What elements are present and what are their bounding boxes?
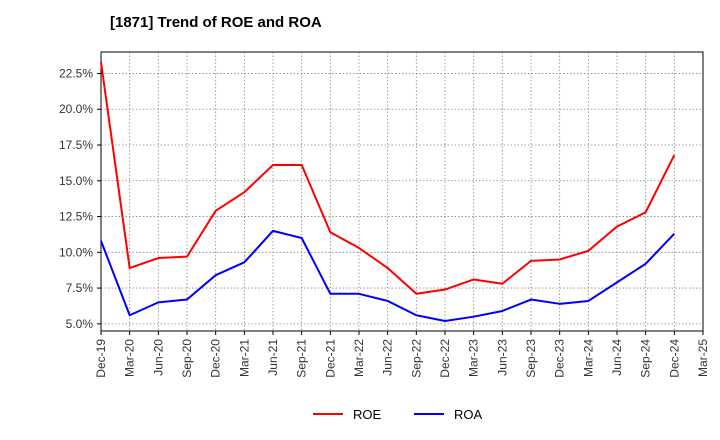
x-tick-label: Jun-20 bbox=[151, 339, 165, 376]
y-tick-label: 17.5% bbox=[59, 138, 93, 152]
x-tick-label: Mar-21 bbox=[237, 339, 251, 377]
y-tick-label: 5.0% bbox=[66, 317, 94, 331]
y-tick-label: 15.0% bbox=[59, 174, 93, 188]
x-tick-label: Sep-24 bbox=[639, 339, 653, 378]
y-tick-label: 22.5% bbox=[59, 66, 93, 80]
x-tick-label: Mar-25 bbox=[696, 339, 710, 377]
series-line-roa bbox=[100, 229, 676, 322]
x-tick-label: Dec-19 bbox=[94, 339, 108, 378]
grid bbox=[100, 52, 704, 331]
y-axis-ticks: 5.0% 7.5% 10.0% 12.5% 15.0% 17.5% 20.0% 22.5% bbox=[59, 66, 101, 331]
x-tick-label: Dec-21 bbox=[323, 339, 337, 378]
y-tick-label: 12.5% bbox=[59, 210, 93, 224]
legend-label-roa: ROA bbox=[454, 407, 483, 422]
y-tick-label: 20.0% bbox=[59, 102, 93, 116]
x-tick-label: Mar-24 bbox=[581, 339, 595, 377]
x-tick-label: Sep-20 bbox=[180, 339, 194, 378]
x-tick-label: Jun-24 bbox=[610, 339, 624, 376]
series-line-roe bbox=[100, 61, 676, 295]
x-tick-label: Dec-23 bbox=[553, 339, 567, 378]
x-tick-label: Sep-23 bbox=[524, 339, 538, 378]
x-axis-ticks: Dec-19 Mar-20 Jun-20 Sep-20 Dec-20 Mar-21 Jun-… bbox=[94, 331, 710, 378]
x-tick-label: Mar-20 bbox=[123, 339, 137, 377]
x-tick-label: Dec-24 bbox=[667, 339, 681, 378]
chart-title: [1871] Trend of ROE and ROA bbox=[110, 14, 322, 31]
legend-label-roe: ROE bbox=[353, 407, 382, 422]
x-tick-label: Jun-21 bbox=[266, 339, 280, 376]
x-tick-label: Sep-22 bbox=[409, 339, 423, 378]
x-tick-label: Jun-22 bbox=[381, 339, 395, 376]
x-tick-label: Sep-21 bbox=[295, 339, 309, 378]
y-tick-label: 10.0% bbox=[59, 245, 93, 259]
series-lines bbox=[100, 61, 676, 322]
plot-frame bbox=[100, 51, 704, 332]
x-tick-label: Mar-22 bbox=[352, 339, 366, 377]
x-tick-label: Jun-23 bbox=[495, 339, 509, 376]
legend: ROE ROA bbox=[313, 407, 483, 422]
x-tick-label: Dec-20 bbox=[209, 339, 223, 378]
y-tick-label: 7.5% bbox=[66, 281, 94, 295]
x-tick-label: Dec-22 bbox=[438, 339, 452, 378]
x-tick-label: Mar-23 bbox=[467, 339, 481, 377]
